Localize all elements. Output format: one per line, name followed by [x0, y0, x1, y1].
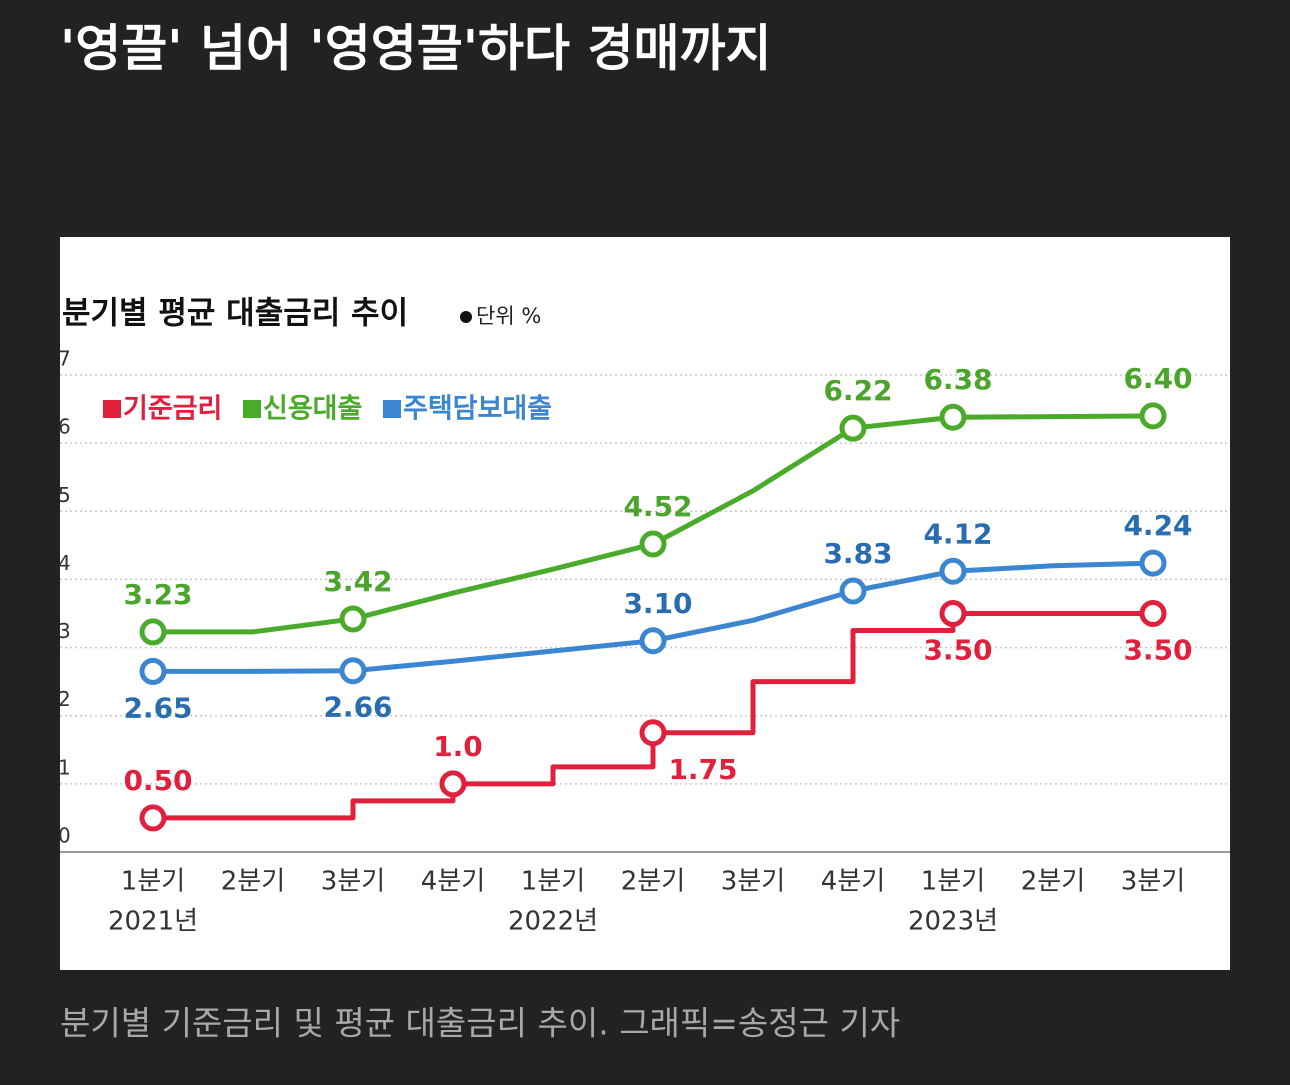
- x-tick-label: 2분기: [221, 867, 285, 897]
- legend-swatch: [383, 400, 401, 418]
- point-marker: [339, 657, 367, 685]
- data-label: 6.40: [1123, 362, 1192, 395]
- data-label: 4.24: [1123, 509, 1192, 542]
- x-tick-label: 1분기: [121, 867, 185, 897]
- legend-label: 기준금리: [123, 394, 222, 425]
- data-label: 3.23: [123, 578, 192, 611]
- legend-label: 주택담보대출: [403, 394, 552, 425]
- y-tick-label: 3: [58, 619, 71, 643]
- y-tick-label: 2: [58, 687, 71, 711]
- x-tick-label: 2분기: [621, 867, 685, 897]
- data-label: 4.52: [623, 490, 692, 523]
- data-label: 4.12: [923, 517, 992, 550]
- unit-bullet: [460, 311, 472, 323]
- data-label: 3.10: [623, 587, 692, 620]
- series-line: [153, 611, 1153, 821]
- x-tick-label: 4분기: [821, 867, 885, 897]
- legend-swatch: [243, 400, 261, 418]
- point-marker: [939, 557, 967, 585]
- unit-label: 단위 %: [476, 304, 541, 328]
- x-tick-label: 3분기: [1121, 867, 1185, 897]
- x-tick-label: 3분기: [321, 867, 385, 897]
- data-label: 3.50: [923, 634, 992, 667]
- data-label: 1.75: [668, 753, 737, 786]
- x-tick-label: 3분기: [721, 867, 785, 897]
- x-tick-label: 1분기: [921, 867, 985, 897]
- point-marker: [639, 627, 667, 655]
- point-marker: [139, 804, 167, 832]
- plot: 0 1 2 3 4 5 6 7 1분기 2분기 3분기 4분기 1분기 2분기 3분기 4분기 1분기 2분기 3분…: [58, 347, 1230, 937]
- point-marker: [939, 403, 967, 431]
- x-tick-label: 2분기: [1021, 867, 1085, 897]
- point-marker: [939, 600, 967, 627]
- point-marker: [1139, 402, 1167, 430]
- chart-title: 분기별 평균 대출금리 추이: [62, 296, 408, 332]
- legend-swatch: [103, 400, 121, 418]
- data-label: 6.22: [823, 374, 892, 407]
- point-marker: [839, 414, 867, 442]
- x-group-label: 2021년: [108, 907, 198, 937]
- point-marker: [1139, 549, 1167, 577]
- point-marker: [639, 530, 667, 558]
- point-marker: [639, 719, 667, 747]
- caption: 분기별 기준금리 및 평균 대출금리 추이. 그래픽=송정근 기자: [60, 1004, 900, 1043]
- point-marker: [439, 770, 467, 798]
- data-label: 3.83: [823, 537, 892, 570]
- x-group-label: 2023년: [908, 907, 998, 937]
- chart-panel: [60, 237, 1230, 970]
- x-group-label: 2022년: [508, 907, 598, 937]
- data-label: 0.50: [123, 764, 192, 797]
- y-tick-label: 5: [58, 483, 71, 507]
- headline: '영끌' 넘어 '영영끌'하다 경매까지: [60, 20, 771, 78]
- legend-label: 신용대출: [263, 394, 362, 425]
- data-label: 2.66: [323, 691, 392, 724]
- point-marker: [339, 605, 367, 633]
- y-tick-label: 1: [58, 755, 71, 779]
- data-label: 3.50: [1123, 634, 1192, 667]
- y-tick-label: 6: [58, 415, 71, 439]
- x-tick-label: 4분기: [421, 867, 485, 897]
- point-marker: [139, 618, 167, 646]
- data-label: 3.42: [323, 565, 392, 598]
- point-marker: [1139, 600, 1167, 627]
- data-label: 1.0: [433, 730, 483, 763]
- point-marker: [839, 577, 867, 605]
- y-tick-label: 4: [58, 551, 71, 575]
- y-tick-label: 0: [58, 824, 71, 848]
- data-label: 2.65: [123, 691, 192, 724]
- x-tick-label: 1분기: [521, 867, 585, 897]
- data-label: 6.38: [923, 363, 992, 396]
- point-marker: [139, 657, 167, 685]
- y-tick-label: 7: [58, 347, 71, 371]
